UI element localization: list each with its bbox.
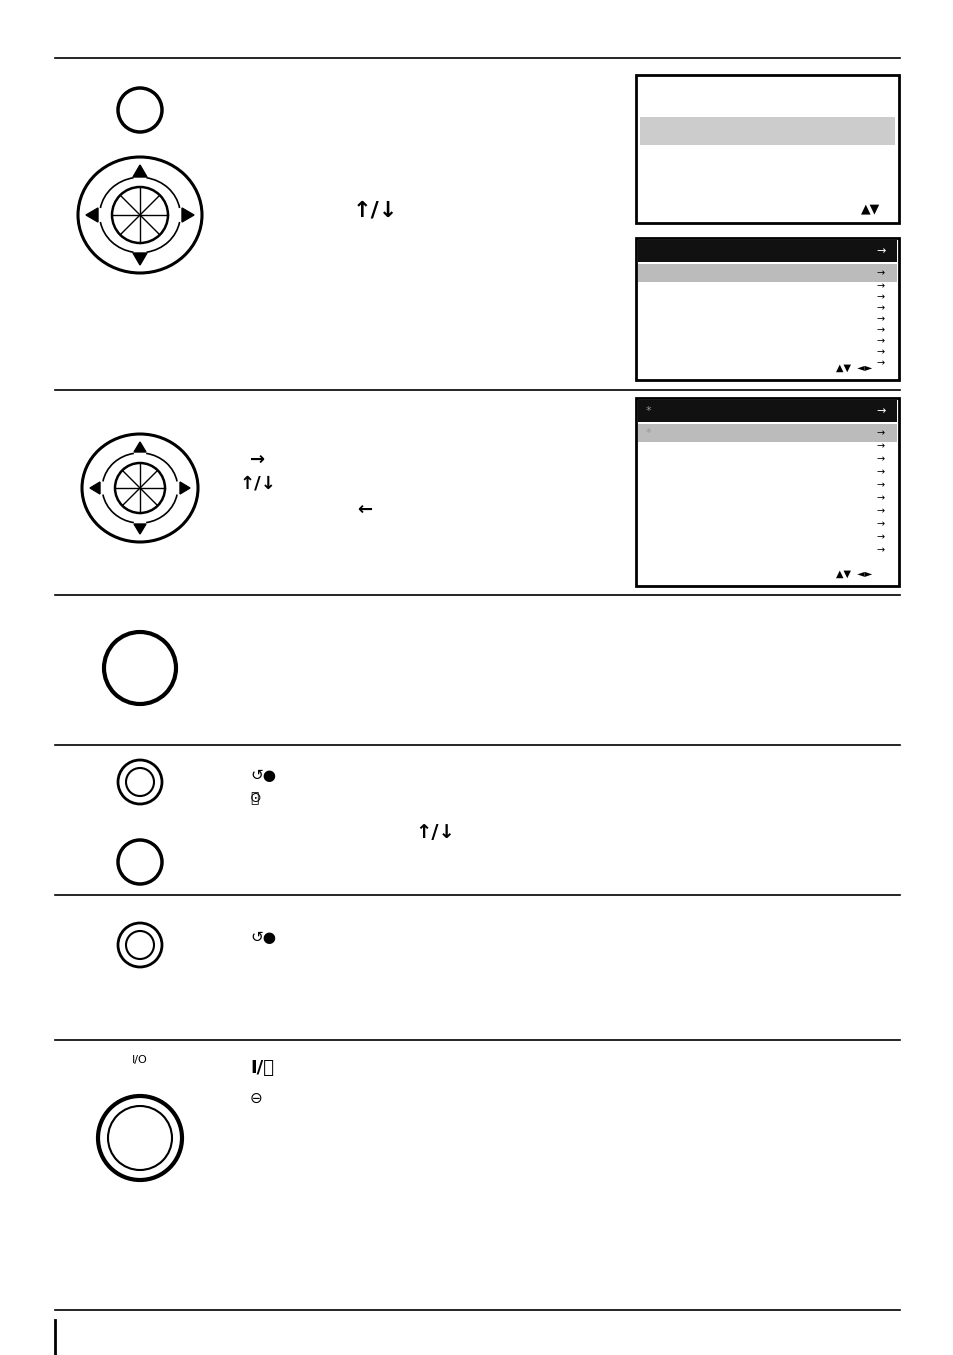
Text: ▲▼: ▲▼ [861,202,880,215]
Text: →: → [876,493,884,503]
Text: I/O: I/O [132,1056,148,1065]
Text: →: → [876,304,884,313]
Bar [636,238,898,379]
Text: →: → [876,280,884,291]
Text: →: → [876,519,884,528]
Text: ↺●: ↺● [250,767,275,782]
Text: ↑/↓: ↑/↓ [352,201,397,220]
Text: →: → [876,247,884,256]
Text: →: → [876,467,884,477]
Text: *: * [644,428,650,438]
Text: ←: ← [357,501,373,519]
Text: →: → [876,325,884,335]
Text: →: → [876,406,884,416]
Text: ▲▼  ◄►: ▲▼ ◄► [835,569,871,579]
Text: →: → [876,347,884,356]
Text: →: → [876,428,884,438]
Polygon shape [86,209,98,222]
Text: ↺●: ↺● [250,930,275,944]
Bar [638,400,896,421]
Text: →: → [876,480,884,491]
Text: →: → [876,533,884,542]
Text: I/⏻: I/⏻ [250,1060,274,1077]
Text: →: → [876,454,884,463]
Polygon shape [132,165,147,178]
Polygon shape [132,253,147,266]
Bar [638,264,896,282]
Text: ⊖: ⊖ [250,1091,262,1106]
Bar [636,75,898,224]
Text: ↑/↓: ↑/↓ [415,822,455,841]
Text: →: → [876,545,884,556]
Text: →: → [876,336,884,346]
Text: →: → [251,451,265,469]
Text: →: → [876,440,884,451]
Text: ▲▼  ◄►: ▲▼ ◄► [835,363,871,373]
Polygon shape [180,482,190,495]
Text: *: * [644,406,650,416]
Text: →: → [876,291,884,302]
Polygon shape [133,524,146,534]
Bar [636,398,898,585]
Polygon shape [133,442,146,453]
Text: →: → [876,268,884,278]
Text: ↑/↓: ↑/↓ [239,474,276,492]
Text: →: → [876,505,884,516]
Bar [638,424,896,442]
Bar [638,240,896,262]
Text: →: → [876,314,884,324]
Polygon shape [90,482,100,495]
Bar [639,117,894,145]
Text: ⧖: ⧖ [250,791,258,805]
Polygon shape [182,209,193,222]
Text: ⊙: ⊙ [250,791,261,805]
Text: →: → [876,358,884,369]
